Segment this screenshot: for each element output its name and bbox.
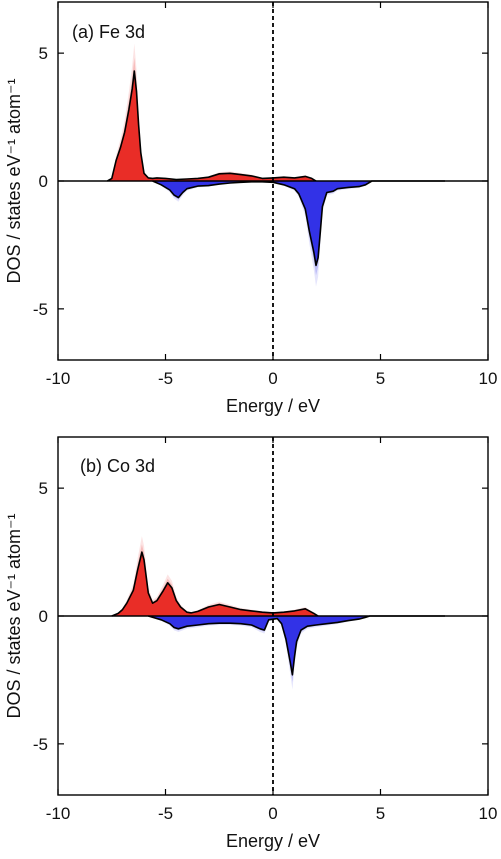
x-tick-label: 5	[376, 369, 385, 388]
x-tick-label: 5	[376, 804, 385, 823]
ticks	[57, 2, 489, 360]
dos-area-up	[111, 552, 319, 616]
x-axis-title: Energy / eV	[226, 831, 320, 851]
x-tick-label: 10	[479, 804, 498, 823]
panel-label: (a) Fe 3d	[72, 22, 145, 42]
x-tick-label: -10	[46, 804, 71, 823]
x-tick-label: 10	[479, 369, 498, 388]
y-tick-label: 0	[39, 172, 48, 191]
ticks	[57, 437, 489, 795]
x-tick-label: 0	[268, 804, 277, 823]
y-tick-label: 5	[39, 44, 48, 63]
panel-fe-3d: -10 -5 0 5 10 -5 0 5 (a) Fe 3d Energy / eV DOS…	[4, 1, 498, 416]
dos-area-up	[107, 71, 317, 181]
y-axis-title: DOS / states eV⁻¹ atom⁻¹	[4, 513, 24, 718]
panel-co-3d: -10 -5 0 5 10 -5 0 5 (b) Co 3d Energy / eV DOS…	[4, 436, 498, 851]
x-tick-label: -10	[46, 369, 71, 388]
fill-layer	[107, 71, 445, 266]
y-tick-labels: -5 0 5	[33, 479, 48, 754]
y-tick-label: 0	[39, 607, 48, 626]
dos-area-down	[148, 616, 446, 675]
y-axis-title: DOS / states eV⁻¹ atom⁻¹	[4, 78, 24, 283]
y-tick-label: -5	[33, 735, 48, 754]
y-tick-labels: -5 0 5	[33, 44, 48, 319]
y-tick-label: 5	[39, 479, 48, 498]
spread-layer	[107, 43, 445, 287]
curve-layer	[106, 70, 445, 267]
x-axis-title: Energy / eV	[226, 396, 320, 416]
dos-curve-down	[152, 180, 445, 267]
dos-curve-down	[148, 615, 445, 676]
x-tick-label: 0	[268, 369, 277, 388]
fill-layer	[111, 552, 446, 675]
y-tick-label: -5	[33, 300, 48, 319]
panel-label: (b) Co 3d	[80, 456, 155, 476]
x-tick-label: -5	[158, 369, 173, 388]
dos-area-down	[152, 181, 445, 266]
x-tick-labels: -10 -5 0 5 10	[46, 804, 498, 823]
x-tick-label: -5	[158, 804, 173, 823]
x-tick-labels: -10 -5 0 5 10	[46, 369, 498, 388]
dos-spread-down	[152, 181, 445, 287]
